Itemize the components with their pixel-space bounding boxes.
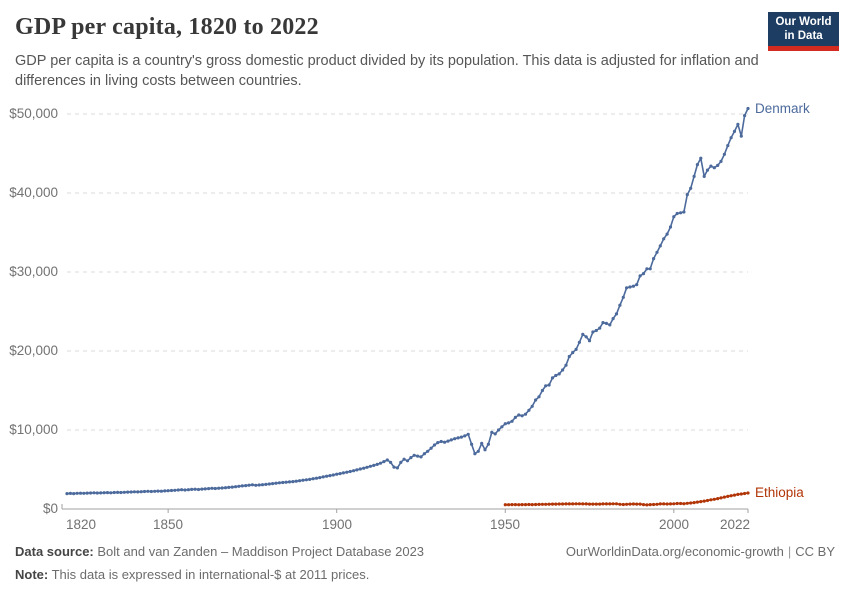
y-tick-label: $50,000 bbox=[9, 106, 58, 121]
owid-logo-line2: in Data bbox=[784, 30, 823, 42]
series-line-ethiopia bbox=[503, 491, 750, 507]
datasource-label: Data source: bbox=[15, 544, 94, 559]
x-tick-label: 2000 bbox=[658, 517, 690, 532]
owid-logo-line1: Our World bbox=[775, 15, 832, 28]
y-tick-label: $40,000 bbox=[9, 185, 58, 200]
page-title: GDP per capita, 1820 to 2022 bbox=[15, 14, 319, 40]
x-tick-label: 1950 bbox=[489, 517, 521, 532]
owid-logo-stripe bbox=[768, 46, 839, 51]
footer-datasource: Data source: Bolt and van Zanden – Maddi… bbox=[15, 543, 424, 560]
x-tick-label: 2022 bbox=[719, 517, 750, 532]
owid-logo[interactable]: Our World in Data bbox=[768, 12, 839, 51]
footer-separator: | bbox=[787, 544, 792, 559]
owid-url-link[interactable]: OurWorldinData.org/economic-growth bbox=[565, 544, 784, 559]
note-text: This data is expressed in international-… bbox=[51, 567, 370, 582]
y-tick-label: $0 bbox=[42, 501, 58, 516]
footer-note: Note: This data is expressed in internat… bbox=[15, 566, 369, 583]
series-label-denmark[interactable]: Denmark bbox=[755, 100, 810, 116]
datasource-text: Bolt and van Zanden – Maddison Project D… bbox=[97, 544, 425, 559]
license-link[interactable]: CC BY bbox=[795, 544, 835, 559]
footer-attribution: OurWorldinData.org/economic-growth | CC BY bbox=[566, 543, 835, 560]
x-tick-label: 1900 bbox=[321, 517, 353, 532]
y-tick-label: $20,000 bbox=[9, 343, 58, 358]
series-label-ethiopia[interactable]: Ethiopia bbox=[755, 485, 804, 501]
series-line-denmark bbox=[65, 106, 750, 496]
x-axis bbox=[61, 504, 749, 513]
owid-logo-box: Our World in Data bbox=[768, 12, 839, 46]
x-tick-label: 1820 bbox=[66, 517, 97, 532]
x-tick-label: 1850 bbox=[152, 517, 184, 532]
y-tick-label: $30,000 bbox=[9, 264, 58, 279]
gridlines bbox=[67, 113, 748, 431]
note-label: Note: bbox=[15, 567, 49, 582]
chart-subtitle: GDP per capita is a country's gross dome… bbox=[15, 53, 759, 89]
y-tick-label: $10,000 bbox=[9, 422, 58, 437]
